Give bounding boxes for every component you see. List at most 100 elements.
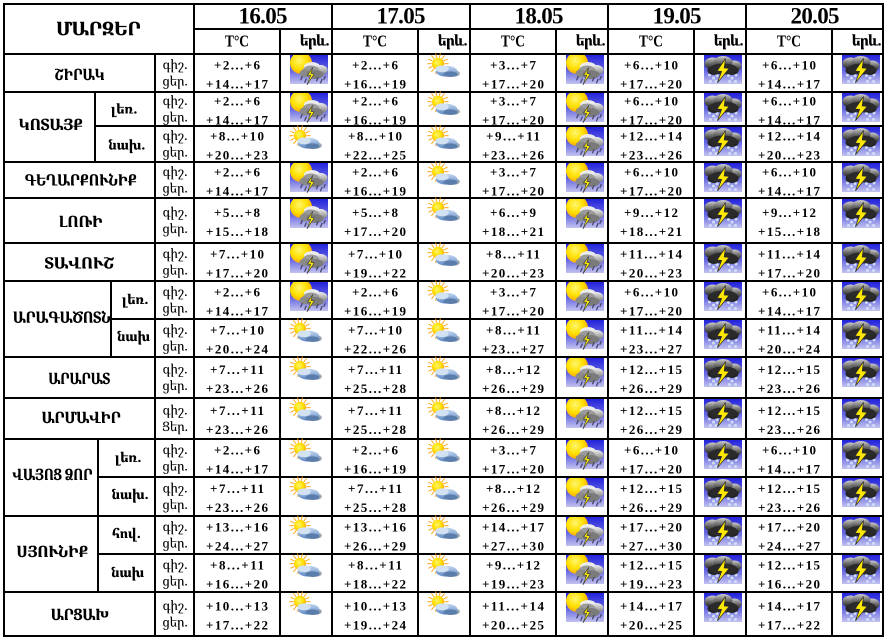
svg-text:+14...+17: +14...+17 [758,184,821,199]
svg-text:+14...+17: +14...+17 [758,304,821,319]
svg-text:+18...+22: +18...+22 [344,577,406,592]
svg-text:+23...+26: +23...+26 [206,500,269,515]
svg-text:+7...+11: +7...+11 [348,362,402,377]
svg-text:+17...+20: +17...+20 [482,113,544,128]
svg-text:+3...+7: +3...+7 [490,58,537,73]
svg-text:+12...+15: +12...+15 [620,403,683,418]
svg-text:+15...+18: +15...+18 [758,224,821,239]
svg-text:+20...+24: +20...+24 [758,342,821,357]
svg-text:+12...+14: +12...+14 [758,129,821,144]
svg-text:+11...+14: +11...+14 [758,247,821,262]
svg-text:+13...+16: +13...+16 [344,520,407,535]
svg-text:+16...+19: +16...+19 [344,184,407,199]
svg-text:+3...+7: +3...+7 [490,165,537,180]
svg-text:+17...+20: +17...+20 [482,77,544,92]
svg-text:+2...+6: +2...+6 [352,94,399,109]
svg-text:+17...+20: +17...+20 [620,113,682,128]
svg-text:+27...+30: +27...+30 [482,539,544,554]
svg-text:+14...+17: +14...+17 [482,520,545,535]
svg-text:+24...+27: +24...+27 [206,539,269,554]
svg-text:+16...+19: +16...+19 [344,462,407,477]
svg-text:+6...+10: +6...+10 [624,58,678,73]
svg-text:+25...+28: +25...+28 [344,500,407,515]
svg-text:+15...+18: +15...+18 [206,224,269,239]
svg-text:+20...+23: +20...+23 [758,148,821,163]
svg-text:+16...+20: +16...+20 [758,577,820,592]
svg-text:+12...+15: +12...+15 [620,481,683,496]
svg-text:+6...+10: +6...+10 [624,165,678,180]
svg-text:+7...+11: +7...+11 [210,403,264,418]
svg-text:+25...+28: +25...+28 [344,422,407,437]
svg-text:+2...+6: +2...+6 [352,443,399,458]
svg-text:+23...+26: +23...+26 [758,381,821,396]
svg-text:+8...+10: +8...+10 [210,129,264,144]
svg-text:+14...+17: +14...+17 [206,113,269,128]
svg-text:+17...+20: +17...+20 [620,304,682,319]
svg-text:+5...+8: +5...+8 [214,205,261,220]
svg-text:T°C: T°C [225,32,249,51]
svg-text:+8...+11: +8...+11 [348,558,402,573]
svg-text:+24...+27: +24...+27 [758,539,821,554]
svg-text:+9...+12: +9...+12 [762,205,816,220]
svg-text:+8...+10: +8...+10 [348,129,402,144]
svg-text:20.05: 20.05 [791,4,840,29]
svg-text:+2...+6: +2...+6 [352,165,399,180]
svg-text:+7...+11: +7...+11 [348,481,402,496]
svg-text:+17...+20: +17...+20 [206,266,268,281]
svg-text:T°C: T°C [501,32,525,51]
svg-text:+17...+20: +17...+20 [758,520,820,535]
svg-text:+6...+10: +6...+10 [624,285,678,300]
svg-text:+2...+6: +2...+6 [214,165,261,180]
svg-text:+17...+20: +17...+20 [344,224,406,239]
svg-text:+2...+6: +2...+6 [214,285,261,300]
svg-text:+2...+6: +2...+6 [214,94,261,109]
svg-text:+6...+10: +6...+10 [762,165,816,180]
svg-text:+12...+15: +12...+15 [758,362,821,377]
svg-text:T°C: T°C [363,32,387,51]
svg-text:+2...+6: +2...+6 [352,58,399,73]
svg-text:+14...+17: +14...+17 [758,462,821,477]
svg-text:+14...+17: +14...+17 [206,462,269,477]
svg-text:+3...+7: +3...+7 [490,285,537,300]
svg-text:+14...+17: +14...+17 [758,77,821,92]
svg-text:+2...+6: +2...+6 [214,58,261,73]
svg-text:+23...+26: +23...+26 [206,422,269,437]
svg-text:+12...+15: +12...+15 [620,558,683,573]
svg-text:17.05: 17.05 [377,4,426,29]
svg-text:+26...+29: +26...+29 [482,500,545,515]
svg-text:+6...+10: +6...+10 [762,58,816,73]
svg-text:+19...+23: +19...+23 [620,577,683,592]
svg-text:+11...+14: +11...+14 [620,323,683,338]
svg-text:+9...+12: +9...+12 [486,558,540,573]
svg-text:+8...+12: +8...+12 [486,481,540,496]
svg-text:+19...+22: +19...+22 [344,266,406,281]
svg-text:19.05: 19.05 [653,4,702,29]
svg-text:+7...+10: +7...+10 [210,323,264,338]
svg-text:+9...+11: +9...+11 [486,129,540,144]
svg-text:+2...+6: +2...+6 [214,443,261,458]
svg-text:+6...+9: +6...+9 [490,205,537,220]
svg-text:+8...+11: +8...+11 [486,247,540,262]
svg-text:+18...+21: +18...+21 [620,224,682,239]
svg-text:16.05: 16.05 [239,4,288,29]
svg-text:+20...+23: +20...+23 [620,266,683,281]
svg-text:+27...+30: +27...+30 [620,539,682,554]
svg-text:+6...+10: +6...+10 [624,94,678,109]
svg-text:+12...+15: +12...+15 [620,362,683,377]
svg-text:+7...+11: +7...+11 [210,362,264,377]
svg-text:+26...+29: +26...+29 [482,381,545,396]
svg-text:+8...+12: +8...+12 [486,362,540,377]
svg-text:+13...+16: +13...+16 [206,520,269,535]
svg-text:+16...+19: +16...+19 [344,304,407,319]
svg-text:+25...+28: +25...+28 [344,381,407,396]
svg-text:+7...+11: +7...+11 [210,481,264,496]
svg-text:+17...+20: +17...+20 [620,462,682,477]
svg-text:+26...+29: +26...+29 [620,500,683,515]
svg-text:+12...+14: +12...+14 [620,129,683,144]
svg-text:+11...+14: +11...+14 [620,247,683,262]
svg-text:+7...+10: +7...+10 [348,247,402,262]
svg-text:+14...+17: +14...+17 [620,599,683,614]
svg-text:+17...+20: +17...+20 [482,462,544,477]
svg-text:T°C: T°C [777,32,801,51]
svg-text:+11...+14: +11...+14 [758,323,821,338]
